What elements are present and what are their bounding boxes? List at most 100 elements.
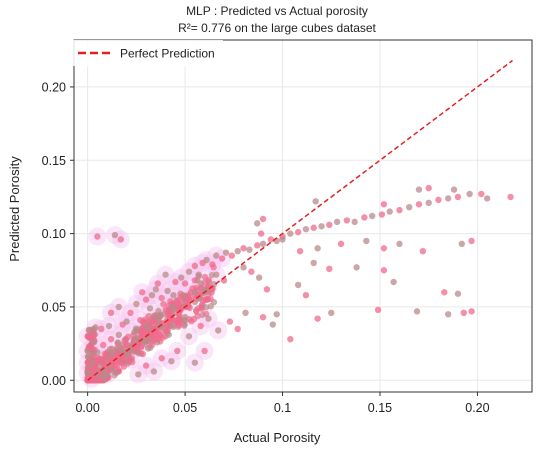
data-point <box>234 248 241 255</box>
y-tick-label: 0.15 <box>42 154 66 168</box>
perfect-prediction-line <box>87 59 513 381</box>
data-point <box>390 278 397 286</box>
data-point <box>242 309 249 316</box>
data-point <box>435 196 442 204</box>
data-point <box>294 281 302 289</box>
data-point <box>507 193 514 201</box>
data-point <box>103 371 111 378</box>
data-point <box>441 289 448 296</box>
data-point <box>413 308 421 315</box>
data-point <box>458 240 466 248</box>
data-point <box>254 220 261 227</box>
y-tick-label: 0.00 <box>42 374 66 388</box>
data-point <box>177 274 185 281</box>
x-tick-label: 0.15 <box>368 401 392 415</box>
data-point <box>181 280 189 287</box>
data-point <box>139 330 146 337</box>
y-tick-label: 0.05 <box>42 300 66 314</box>
data-point <box>468 308 475 315</box>
data-point <box>123 350 130 358</box>
data-point <box>173 319 180 326</box>
plot-frame <box>73 39 533 393</box>
data-point <box>240 264 247 271</box>
data-point <box>314 245 321 252</box>
data-point <box>117 236 124 243</box>
data-point <box>378 211 386 218</box>
data-point <box>337 240 345 248</box>
data-point <box>267 236 275 243</box>
data-point <box>85 326 93 334</box>
data-point <box>203 256 210 264</box>
data-point <box>96 355 103 362</box>
data-point <box>468 237 475 245</box>
data-point <box>174 347 181 355</box>
data-point <box>84 359 91 366</box>
data-point <box>185 333 193 340</box>
data-point <box>425 199 432 206</box>
data-point <box>222 249 230 256</box>
data-point <box>142 316 149 323</box>
data-point <box>213 271 220 278</box>
data-point <box>263 286 271 293</box>
data-point <box>259 240 267 248</box>
data-point <box>152 286 160 293</box>
data-point <box>415 186 423 193</box>
legend-label: Perfect Prediction <box>120 47 215 61</box>
x-tick-label: 0.1 <box>274 401 291 415</box>
data-point <box>361 214 368 221</box>
data-point <box>158 355 165 362</box>
data-point <box>185 296 193 303</box>
data-point <box>205 283 212 290</box>
data-point <box>246 246 253 253</box>
data-point <box>302 292 310 299</box>
legend: Perfect Prediction <box>73 40 223 66</box>
data-point <box>326 221 333 228</box>
data-point <box>125 333 132 340</box>
data-point <box>168 303 175 311</box>
data-point <box>213 252 220 259</box>
data-point <box>302 226 310 233</box>
data-point <box>191 289 199 296</box>
x-axis-label: Actual Porosity <box>234 430 321 445</box>
data-point <box>98 325 105 333</box>
data-point <box>94 349 101 356</box>
data-point <box>191 277 198 284</box>
data-point <box>105 322 113 330</box>
data-point <box>195 271 202 278</box>
data-point <box>162 327 170 334</box>
data-point <box>84 333 91 340</box>
data-point <box>111 362 119 369</box>
data-point <box>380 267 388 274</box>
data-point <box>92 324 99 331</box>
x-tick-label: 0.20 <box>465 401 489 415</box>
data-point <box>150 318 158 325</box>
data-point <box>240 245 247 252</box>
data-point <box>234 325 241 333</box>
data-point <box>296 248 304 255</box>
chart-title: MLP : Predicted vs Actual porosity <box>186 4 368 18</box>
data-point <box>123 341 130 349</box>
data-point <box>137 316 144 324</box>
data-point <box>102 353 110 361</box>
data-point <box>228 252 236 259</box>
data-point <box>269 321 276 328</box>
data-point <box>185 268 193 275</box>
data-point <box>209 261 216 268</box>
data-point <box>333 218 341 226</box>
data-point <box>483 195 491 202</box>
data-point <box>318 223 325 230</box>
chart-subtitle: R²= 0.776 on the large cubes dataset <box>178 21 376 35</box>
data-point <box>168 358 175 365</box>
data-point <box>139 289 146 296</box>
points-layer <box>84 184 514 384</box>
data-point <box>107 336 115 343</box>
data-point <box>406 204 413 211</box>
data-point <box>162 306 169 314</box>
data-point <box>127 356 134 363</box>
data-point <box>154 280 162 287</box>
data-point <box>111 372 118 379</box>
data-point <box>255 274 263 281</box>
data-point <box>312 198 319 205</box>
data-point <box>257 230 265 237</box>
